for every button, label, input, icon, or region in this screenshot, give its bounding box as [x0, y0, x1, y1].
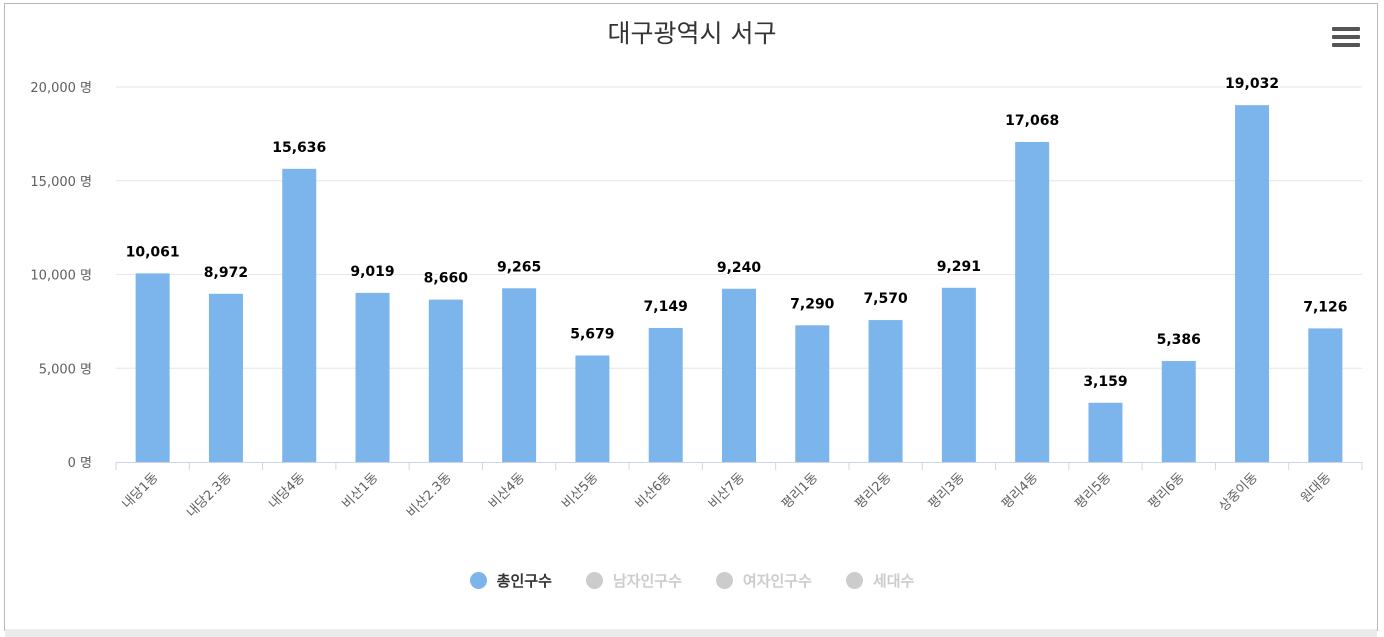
bar	[502, 288, 537, 462]
x-tick-label: 내당4동	[266, 470, 308, 512]
data-label: 8,972	[204, 265, 248, 281]
legend-dot	[845, 572, 863, 589]
bar	[1088, 402, 1123, 462]
bar	[722, 288, 756, 462]
x-tick-label: 비산6동	[633, 470, 675, 512]
legend-item-male[interactable]: 남자인구수	[585, 570, 682, 591]
data-label: 15,636	[272, 140, 326, 156]
bar	[208, 293, 243, 462]
x-tick-label: 평리4동	[999, 470, 1041, 512]
bar	[941, 287, 976, 462]
y-tick-label: 20,000 명	[30, 81, 92, 96]
bar	[1308, 328, 1343, 462]
bar	[428, 299, 463, 462]
bar	[868, 320, 903, 462]
bar	[355, 292, 390, 462]
data-label: 9,240	[717, 260, 762, 276]
legend-item-total[interactable]: 총인구수	[469, 570, 552, 591]
y-tick-label: 5,000 명	[39, 362, 92, 377]
x-tick-label: 평리5동	[1072, 470, 1114, 512]
bar	[648, 327, 683, 462]
x-tick-label: 평리1동	[779, 470, 821, 512]
legend-label: 남자인구수	[612, 572, 682, 590]
data-label: 3,159	[1083, 374, 1127, 390]
legend: 총인구수 남자인구수 여자인구수 세대수	[0, 570, 1384, 591]
y-tick-label: 10,000 명	[30, 269, 92, 284]
bar	[135, 273, 170, 462]
x-tick-label: 평리3동	[926, 470, 968, 512]
hamburger-menu-icon[interactable]	[1332, 27, 1360, 51]
x-tick-label: 비산5동	[559, 470, 601, 512]
y-tick-label: 0 명	[68, 456, 92, 471]
data-label: 9,019	[350, 264, 394, 280]
x-tick-label: 내당1동	[120, 470, 162, 512]
legend-label: 총인구수	[496, 572, 552, 590]
bar	[1235, 105, 1270, 463]
x-tick-label: 비산2.3동	[404, 470, 455, 521]
legend-label: 여자인구수	[742, 572, 812, 590]
x-tick-label: 비산7동	[706, 470, 748, 512]
x-tick-label: 원대동	[1298, 470, 1334, 506]
data-label: 9,291	[937, 259, 981, 275]
x-tick-label: 상중이동	[1216, 470, 1260, 514]
bar	[1015, 141, 1050, 462]
data-label: 19,032	[1225, 76, 1279, 92]
x-tick-label: 평리2동	[853, 470, 895, 512]
data-label: 7,290	[790, 296, 835, 312]
data-label: 5,386	[1157, 332, 1201, 348]
legend-item-households[interactable]: 세대수	[845, 570, 915, 591]
legend-item-female[interactable]: 여자인구수	[715, 570, 812, 591]
x-tick-label: 평리6동	[1146, 470, 1188, 512]
legend-label: 세대수	[872, 572, 915, 590]
data-label: 9,265	[497, 259, 541, 275]
bar	[282, 168, 317, 462]
bar	[1161, 361, 1196, 462]
data-label: 10,061	[126, 244, 180, 260]
data-label: 8,660	[424, 271, 469, 287]
legend-dot	[585, 572, 603, 589]
bar	[575, 355, 610, 462]
legend-dot	[715, 572, 733, 589]
x-tick-label: 비산1동	[340, 470, 382, 512]
legend-dot	[469, 572, 487, 589]
data-label: 7,149	[644, 299, 688, 315]
data-label: 7,570	[863, 291, 908, 307]
bar	[795, 325, 830, 462]
data-label: 17,068	[1005, 113, 1059, 129]
chart-title: 대구광역시 서구	[607, 19, 777, 48]
data-label: 5,679	[570, 327, 614, 343]
bottom-strip	[5, 629, 1377, 637]
y-tick-label: 15,000 명	[30, 175, 92, 190]
x-tick-label: 내당2.3동	[184, 470, 235, 521]
data-label: 7,126	[1303, 299, 1347, 315]
x-tick-label: 비산4동	[486, 470, 528, 512]
